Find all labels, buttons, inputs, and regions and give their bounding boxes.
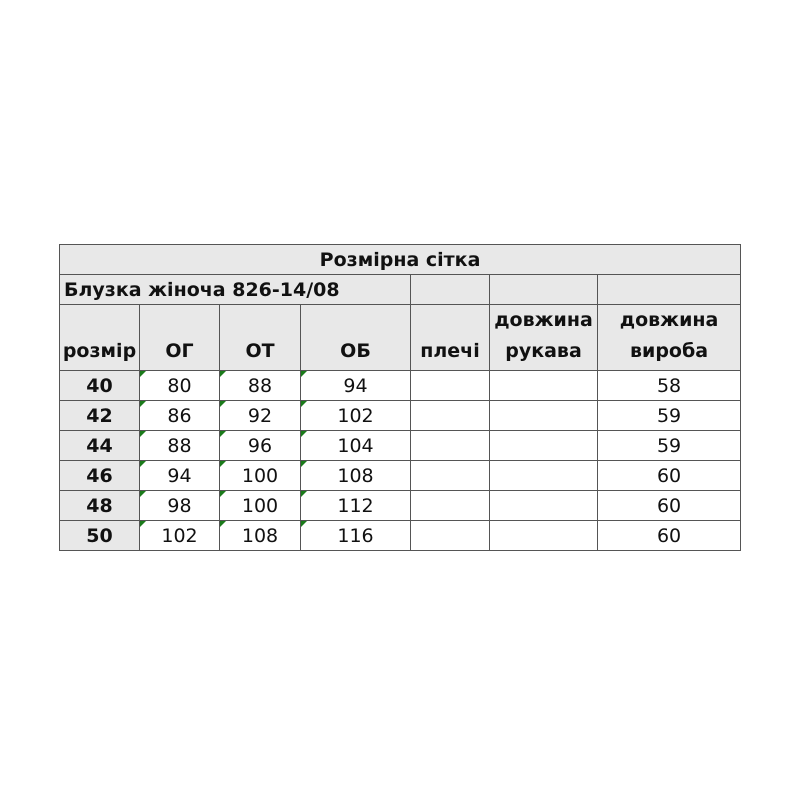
value-cell: 59 [596,430,742,461]
column-header-sleeve-length: довжина рукава [489,304,598,371]
value-cell: 60 [596,490,742,521]
value-cell: 108 [300,460,411,491]
value-cell: 94 [300,370,411,401]
table-row: 42 86 92 102 59 [59,400,742,431]
value-cell: 112 [300,490,411,521]
product-name: Блузка жіноча 826-14/08 [59,274,411,305]
value-cell: 104 [300,430,411,461]
value-cell: 100 [219,460,301,491]
value-cell [410,430,490,461]
size-cell: 46 [59,460,140,491]
value-cell [410,370,490,401]
empty-cell [410,274,490,305]
column-header-ob: ОБ [300,304,411,371]
header-line: довжина [619,309,719,331]
table-row: 48 98 100 112 60 [59,490,742,521]
value-cell: 98 [139,490,220,521]
empty-cell [489,274,598,305]
value-cell: 80 [139,370,220,401]
value-cell: 88 [219,370,301,401]
value-cell [489,520,598,551]
size-cell: 40 [59,370,140,401]
table-row: 46 94 100 108 60 [59,460,742,491]
table-row: 40 80 88 94 58 [59,370,742,401]
column-header-shoulders: плечі [410,304,490,371]
column-header-size: розмір [59,304,140,371]
value-cell [410,400,490,431]
value-cell: 100 [219,490,301,521]
value-cell: 60 [596,460,742,491]
value-cell [410,520,490,551]
value-cell [489,460,598,491]
column-header-og: ОГ [139,304,220,371]
value-cell: 116 [300,520,411,551]
table-row: 44 88 96 104 59 [59,430,742,461]
value-cell: 59 [596,400,742,431]
value-cell: 60 [596,520,742,551]
column-header-ot: ОТ [219,304,301,371]
column-header-item-length: довжина вироба [596,304,742,371]
value-cell: 88 [139,430,220,461]
header-line: рукава [505,340,582,362]
value-cell: 94 [139,460,220,491]
table-row: 50 102 108 116 60 [59,520,742,551]
size-chart-table: Розмірна сітка Блузка жіноча 826-14/08 р… [58,244,742,551]
empty-cell [596,274,742,305]
value-cell: 102 [300,400,411,431]
value-cell: 102 [139,520,220,551]
value-cell: 96 [219,430,301,461]
header-line: вироба [630,340,709,362]
value-cell [410,460,490,491]
value-cell [489,370,598,401]
value-cell: 92 [219,400,301,431]
value-cell [489,400,598,431]
size-cell: 50 [59,520,140,551]
table-title: Розмірна сітка [58,244,742,275]
value-cell [489,430,598,461]
size-cell: 48 [59,490,140,521]
size-cell: 42 [59,400,140,431]
header-line: довжина [494,309,593,331]
value-cell: 108 [219,520,301,551]
value-cell [410,490,490,521]
value-cell: 86 [139,400,220,431]
value-cell: 58 [596,370,742,401]
size-cell: 44 [59,430,140,461]
value-cell [489,490,598,521]
